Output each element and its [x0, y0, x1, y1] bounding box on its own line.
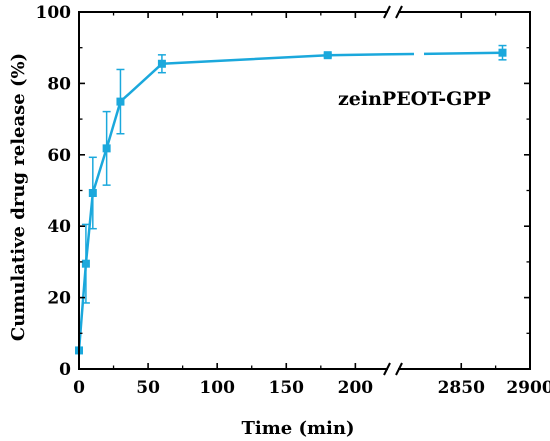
data-point-marker — [116, 97, 125, 106]
x-tick-label: 150 — [269, 378, 305, 398]
y-tick-label: 20 — [47, 289, 71, 309]
y-tick-label: 0 — [59, 360, 71, 380]
data-point-marker — [102, 144, 111, 153]
y-tick-label: 80 — [47, 74, 71, 94]
axis-break-mark-bottom-2 — [395, 362, 403, 376]
data-point-marker — [498, 48, 507, 57]
data-point-marker — [81, 259, 90, 268]
data-point-marker — [88, 188, 97, 197]
y-axis-label: Cumulative drug release (%) — [8, 53, 29, 341]
legend-series-label: zeinPEOT-GPP — [338, 88, 491, 110]
series-line-after-break — [423, 51, 503, 56]
axis-break-mark-top-1 — [383, 5, 391, 19]
data-point-marker — [157, 59, 166, 68]
axis-break-mark-bottom-1 — [383, 362, 391, 376]
x-tick-label: 100 — [199, 378, 235, 398]
x-tick-label: 0 — [73, 378, 85, 398]
ticks-layer: 0 20 40 60 80 100 0 50 100 150 200 2850 2900 — [36, 3, 550, 398]
y-tick-label: 60 — [47, 146, 71, 166]
x-axis-label: Time (min) — [241, 418, 354, 439]
x-tick-label: 2850 — [438, 378, 485, 398]
x-tick-label: 200 — [338, 378, 374, 398]
y-tick-label: 100 — [36, 3, 72, 23]
axis-break-mark-top-2 — [395, 5, 403, 19]
plot-layer — [75, 44, 507, 355]
x-tick-label: 2900 — [506, 378, 550, 398]
series-line-to-break — [327, 52, 415, 57]
data-point-marker — [323, 51, 332, 60]
x-tick-label: 50 — [136, 378, 160, 398]
y-tick-label: 40 — [47, 217, 71, 237]
